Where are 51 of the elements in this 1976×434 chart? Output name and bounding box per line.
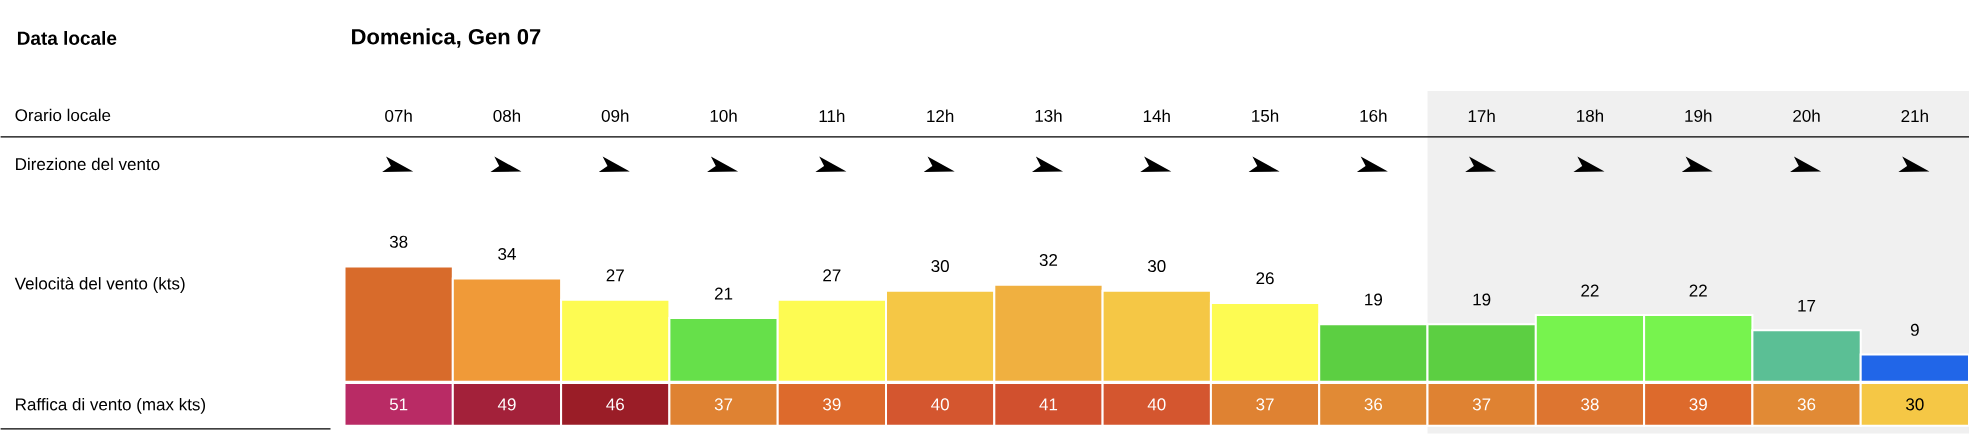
data-label: 38 (1581, 398, 1599, 411)
data-label: 34 (498, 247, 516, 260)
data-label: 46 (606, 398, 624, 411)
x-tick-label: 19h (1685, 109, 1712, 122)
x-tick-label: 12h (927, 109, 954, 122)
x-tick-label: 18h (1577, 109, 1604, 122)
data-label: 22 (1689, 284, 1707, 297)
x-tick-label: 16h (1360, 109, 1387, 122)
data-label: 51 (389, 398, 408, 411)
data-label: 21 (714, 287, 733, 300)
data-label: 27 (606, 269, 624, 282)
data-label: 38 (389, 235, 408, 248)
data-label: 9 (1910, 323, 1919, 336)
data-label: 30 (1147, 260, 1166, 273)
y-axis-title: Velocità del vento (kts) (14, 276, 185, 293)
x-tick-label: 14h (1143, 109, 1170, 122)
data-label: 41 (1039, 398, 1058, 411)
data-label: 19 (1365, 293, 1383, 306)
data-label: 36 (1797, 398, 1816, 411)
x-tick-label: 08h (493, 109, 521, 122)
chart-title: Domenica, Gen 07 (352, 28, 541, 48)
x-tick-label: 07h (385, 109, 412, 122)
data-label: 37 (714, 398, 733, 411)
data-label: 32 (1039, 254, 1058, 267)
data-label: 37 (1472, 398, 1491, 411)
data-label: 30 (1906, 398, 1924, 411)
data-label: 40 (1147, 398, 1166, 411)
x-tick-label: 11h (819, 109, 845, 122)
x-tick-label: 15h (1252, 109, 1279, 122)
data-label: 49 (497, 398, 516, 411)
data-label: 40 (931, 398, 949, 411)
category-label: Raffica di vento (max kts) (16, 398, 206, 414)
data-label: 26 (1256, 272, 1274, 285)
data-label: 39 (823, 398, 841, 411)
text: Data locale (17, 31, 117, 46)
x-tick-label: 21h (1901, 109, 1928, 122)
data-label: 19 (1473, 293, 1491, 306)
data-label: 22 (1581, 284, 1599, 297)
x-tick-label: 17h (1468, 109, 1495, 122)
text: Orario locale (15, 108, 111, 122)
data-label: 39 (1689, 398, 1707, 411)
x-tick-label: 13h (1035, 109, 1062, 122)
x-tick-label: 20h (1793, 109, 1820, 122)
data-label: 27 (823, 269, 841, 282)
data-label: 36 (1364, 398, 1383, 411)
text: Direzione del vento (16, 157, 160, 171)
data-label: 17 (1798, 299, 1816, 312)
x-tick-label: 09h (601, 109, 629, 122)
data-label: 30 (931, 260, 949, 273)
x-tick-label: 10h (710, 109, 737, 122)
data-label: 37 (1256, 398, 1274, 411)
